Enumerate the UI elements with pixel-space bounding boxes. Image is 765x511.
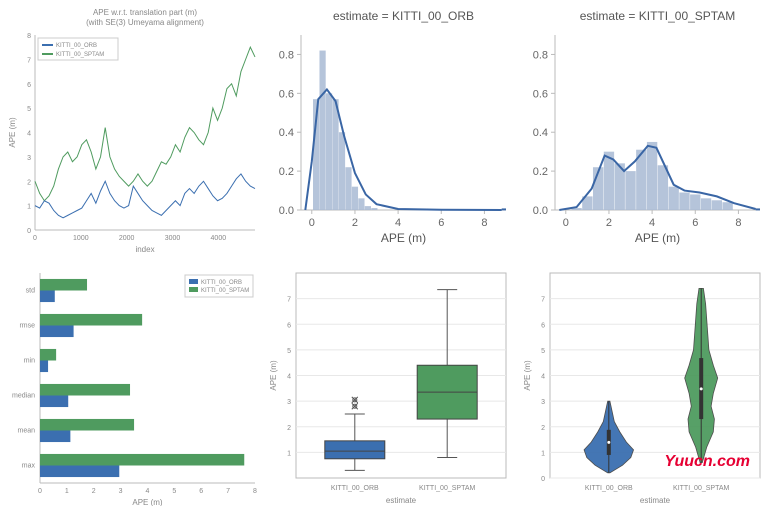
svg-text:estimate: estimate	[640, 496, 671, 505]
svg-text:0.4: 0.4	[279, 127, 294, 139]
hist-orb-panel: estimate = KITTI_00_ORB 0 2 4 6 8 0.0 0.2 0.4 0.6…	[266, 5, 515, 253]
hist-sptam-panel: estimate = KITTI_00_SPTAM 0 2 4 6 8 0.0 0.2 0.4 0…	[520, 5, 765, 253]
bar-stats-panel: 0 1 2 3 4 5 6 7 8 APE (m) std rmse min median mean max K…	[5, 258, 261, 506]
svg-text:5: 5	[287, 348, 291, 355]
svg-text:1000: 1000	[73, 235, 89, 242]
svg-text:4: 4	[541, 374, 545, 381]
svg-text:8: 8	[735, 217, 741, 229]
svg-text:estimate = KITTI_00_ORB: estimate = KITTI_00_ORB	[333, 9, 474, 23]
svg-text:6: 6	[27, 82, 31, 89]
svg-text:estimate = KITTI_00_SPTAM: estimate = KITTI_00_SPTAM	[580, 9, 736, 23]
svg-text:APE (m): APE (m)	[269, 360, 278, 391]
svg-text:2: 2	[287, 425, 291, 432]
svg-text:KITTI_00_ORB: KITTI_00_ORB	[56, 43, 97, 49]
svg-text:KITTI_00_ORB: KITTI_00_ORB	[331, 485, 379, 492]
svg-text:0: 0	[27, 228, 31, 235]
svg-text:6: 6	[692, 217, 698, 229]
svg-text:0: 0	[309, 217, 315, 229]
svg-text:(with SE(3) Umeyama alignment): (with SE(3) Umeyama alignment)	[86, 18, 204, 27]
svg-text:0.6: 0.6	[279, 88, 294, 100]
svg-text:4: 4	[287, 374, 291, 381]
svg-text:8: 8	[27, 33, 31, 40]
svg-text:0: 0	[33, 235, 37, 242]
svg-text:4: 4	[146, 488, 150, 495]
svg-text:6: 6	[287, 322, 291, 329]
svg-text:0.8: 0.8	[279, 49, 294, 61]
svg-text:0: 0	[541, 476, 545, 483]
svg-text:3: 3	[541, 399, 545, 406]
svg-text:KITTI_00_ORB: KITTI_00_ORB	[585, 485, 633, 492]
svg-text:7: 7	[287, 297, 291, 304]
svg-text:4000: 4000	[211, 235, 227, 242]
svg-text:0.8: 0.8	[533, 49, 548, 61]
boxplot-panel: 1 2 3 4 5 6 7 KITTI_00_ORB KITTI_00_SPTAMestimat…	[266, 258, 515, 506]
svg-text:0.4: 0.4	[533, 127, 548, 139]
svg-text:6: 6	[438, 217, 444, 229]
svg-text:max: max	[22, 463, 36, 470]
svg-text:7: 7	[226, 488, 230, 495]
svg-text:KITTI_00_ORB: KITTI_00_ORB	[201, 280, 242, 286]
svg-text:estimate: estimate	[386, 496, 417, 505]
svg-text:1: 1	[65, 488, 69, 495]
svg-text:6: 6	[541, 322, 545, 329]
svg-text:APE (m): APE (m)	[523, 360, 532, 391]
svg-text:7: 7	[541, 297, 545, 304]
svg-text:KITTI_00_SPTAM: KITTI_00_SPTAM	[201, 288, 249, 294]
svg-text:0.0: 0.0	[279, 205, 294, 217]
svg-text:4: 4	[395, 217, 401, 229]
svg-text:2: 2	[92, 488, 96, 495]
svg-text:5: 5	[172, 488, 176, 495]
svg-text:0: 0	[563, 217, 569, 229]
svg-text:APE (m): APE (m)	[381, 231, 426, 245]
svg-text:KITTI_00_SPTAM: KITTI_00_SPTAM	[419, 485, 475, 492]
svg-text:7: 7	[27, 57, 31, 64]
svg-text:2000: 2000	[119, 235, 135, 242]
line-chart-panel: APE w.r.t. translation part (m)(with SE(…	[5, 5, 261, 253]
svg-text:APE (m): APE (m)	[635, 231, 680, 245]
svg-text:2: 2	[352, 217, 358, 229]
svg-text:3000: 3000	[165, 235, 181, 242]
svg-text:8: 8	[481, 217, 487, 229]
svg-text:0.0: 0.0	[533, 205, 548, 217]
svg-text:4: 4	[649, 217, 655, 229]
svg-text:rmse: rmse	[19, 323, 35, 330]
svg-text:mean: mean	[17, 428, 35, 435]
svg-text:2: 2	[541, 425, 545, 432]
svg-text:0.2: 0.2	[533, 166, 548, 178]
svg-text:index: index	[135, 245, 154, 253]
svg-text:5: 5	[541, 348, 545, 355]
svg-text:std: std	[26, 288, 35, 295]
svg-text:4: 4	[27, 131, 31, 138]
svg-text:6: 6	[199, 488, 203, 495]
svg-text:3: 3	[119, 488, 123, 495]
svg-text:2: 2	[27, 179, 31, 186]
svg-text:1: 1	[541, 450, 545, 457]
svg-text:2: 2	[606, 217, 612, 229]
svg-text:0: 0	[38, 488, 42, 495]
svg-text:APE (m): APE (m)	[8, 117, 17, 148]
svg-text:1: 1	[287, 450, 291, 457]
svg-text:0.6: 0.6	[533, 88, 548, 100]
svg-text:APE (m): APE (m)	[132, 498, 163, 506]
svg-text:3: 3	[287, 399, 291, 406]
svg-text:5: 5	[27, 106, 31, 113]
svg-text:0.2: 0.2	[279, 166, 294, 178]
svg-text:KITTI_00_SPTAM: KITTI_00_SPTAM	[56, 52, 104, 58]
svg-text:8: 8	[253, 488, 257, 495]
svg-text:median: median	[12, 393, 35, 400]
svg-text:1: 1	[27, 204, 31, 211]
svg-text:APE w.r.t. translation part (m: APE w.r.t. translation part (m)	[93, 8, 197, 17]
svg-text:KITTI_00_SPTAM: KITTI_00_SPTAM	[673, 485, 729, 492]
svg-text:3: 3	[27, 155, 31, 162]
watermark-text: Yuucn.com	[664, 453, 750, 471]
svg-text:min: min	[24, 358, 35, 365]
